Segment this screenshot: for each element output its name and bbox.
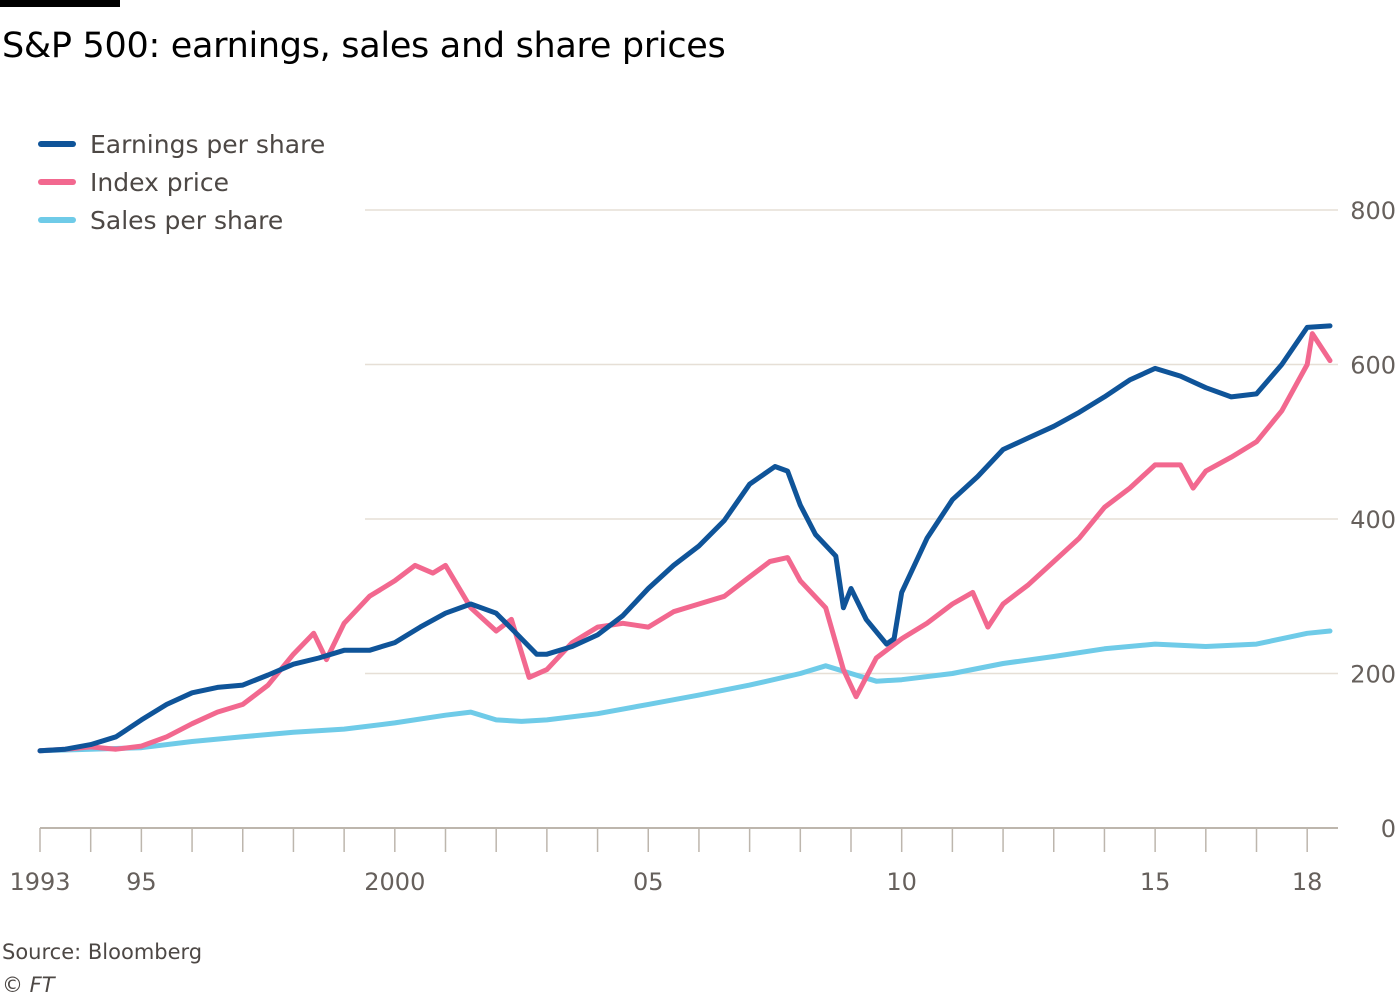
- legend: Earnings per share Index price Sales per…: [38, 125, 325, 239]
- legend-label-earnings: Earnings per share: [90, 129, 326, 159]
- x-tick-label-05: 05: [633, 868, 664, 896]
- legend-label-sales: Sales per share: [90, 205, 284, 235]
- chart-title: S&P 500: earnings, sales and share price…: [2, 26, 726, 66]
- legend-swatch-earnings: [38, 141, 76, 147]
- y-tick-label-800: 800: [1350, 197, 1396, 225]
- legend-item-index-price: Index price: [38, 163, 325, 201]
- y-tick-label-200: 200: [1350, 661, 1396, 689]
- line-chart: 0 200 400 600 800 1993 95 2000 05 10 15 18: [9, 197, 1396, 896]
- index-price-line: [37, 331, 1333, 754]
- x-tick-label-10: 10: [886, 868, 917, 896]
- legend-swatch-index-price: [38, 179, 76, 185]
- legend-item-earnings: Earnings per share: [38, 125, 325, 163]
- x-tick-label-1993: 1993: [9, 868, 70, 896]
- y-tick-label-600: 600: [1350, 352, 1396, 380]
- x-tick-label-95: 95: [126, 868, 157, 896]
- legend-swatch-sales: [38, 217, 76, 223]
- earnings-per-share-line: [37, 323, 1333, 754]
- source-note: Source: Bloomberg: [2, 940, 203, 964]
- y-tick-label-400: 400: [1350, 506, 1396, 534]
- copyright-credit: © FT: [2, 973, 55, 997]
- top-accent-bar: [0, 0, 120, 7]
- x-tick-label-15: 15: [1140, 868, 1171, 896]
- y-tick-label-0: 0: [1381, 815, 1396, 843]
- x-tick-label-18: 18: [1292, 868, 1323, 896]
- sales-per-share-line: [37, 628, 1333, 754]
- x-tick-label-2000: 2000: [364, 868, 425, 896]
- legend-item-sales: Sales per share: [38, 201, 325, 239]
- legend-label-index-price: Index price: [90, 167, 229, 197]
